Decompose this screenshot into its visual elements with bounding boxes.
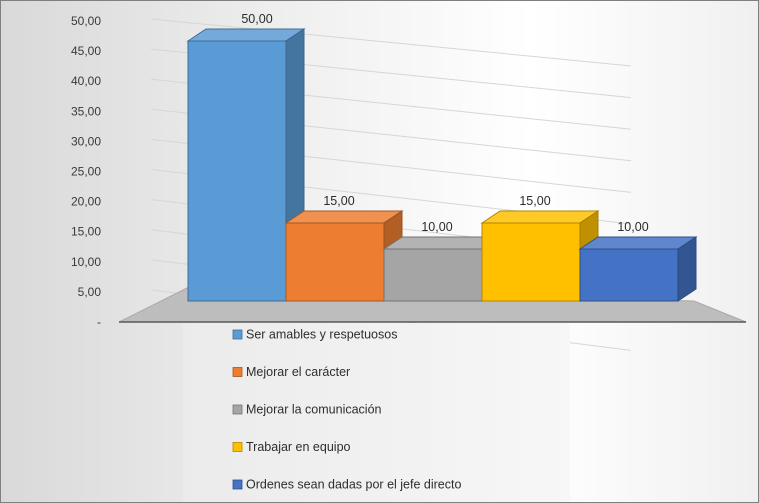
y-tick-label: 40,00 — [71, 74, 101, 88]
data-label: 10,00 — [617, 220, 648, 234]
legend-swatch — [232, 404, 243, 415]
legend-swatch — [232, 479, 243, 490]
data-label: 50,00 — [241, 12, 272, 26]
legend-box — [183, 323, 570, 502]
y-axis-ticks: - 5,00 10,00 15,00 20,00 25,00 30,00 35,00 40,00… — [71, 14, 101, 329]
data-labels: 50,00 15,00 10,00 15,00 10,00 — [241, 12, 648, 234]
y-tick-label: 15,00 — [71, 225, 101, 239]
bars — [186, 28, 698, 302]
legend-entry: Trabajar en equipo — [246, 440, 351, 454]
legend-entry: Mejorar la comunicación — [246, 403, 382, 417]
y-tick-label: 45,00 — [71, 44, 101, 58]
legend-entry: Ordenes sean dadas por el jefe directo — [246, 478, 461, 492]
legend-entry: Mejorar el carácter — [246, 365, 350, 379]
y-tick-label: 25,00 — [71, 165, 101, 179]
data-label: 10,00 — [421, 220, 452, 234]
gridline — [150, 18, 632, 67]
legend-swatch — [232, 367, 243, 377]
y-tick-label: 50,00 — [71, 14, 101, 28]
y-tick-label: 30,00 — [71, 134, 101, 148]
legend: Ser amables y respetuosos Mejorar el cará… — [183, 323, 570, 502]
y-tick-label: 10,00 — [71, 255, 101, 269]
y-tick-label: 5,00 — [78, 285, 102, 299]
legend-swatch — [232, 329, 243, 340]
y-tick-label: 20,00 — [71, 195, 101, 209]
y-tick-label: 35,00 — [71, 104, 101, 118]
legend-swatch — [232, 442, 243, 452]
bar — [578, 236, 698, 302]
y-tick-label: - — [97, 315, 101, 329]
data-label: 15,00 — [519, 194, 550, 208]
legend-entry: Ser amables y respetuosos — [246, 328, 397, 342]
data-label: 15,00 — [323, 194, 354, 208]
